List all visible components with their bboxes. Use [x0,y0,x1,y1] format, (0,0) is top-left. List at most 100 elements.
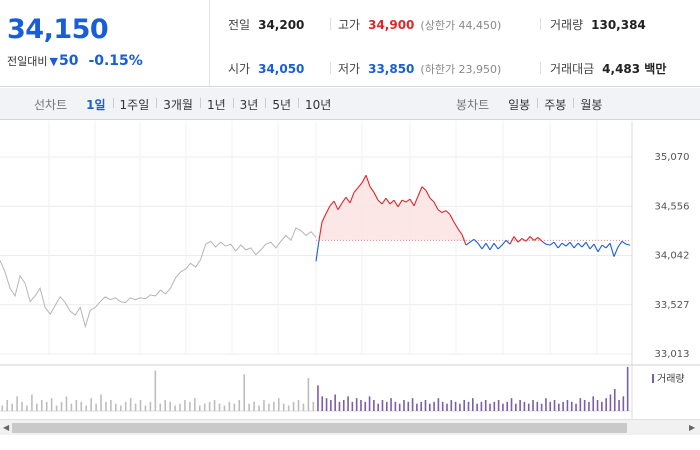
volume-bar-today [570,401,573,411]
scroll-left-icon[interactable]: ◀ [3,423,10,432]
today-series-segment [617,240,623,248]
volume-bar-prev [95,403,97,411]
volume-bar-today [394,401,397,411]
volume-bar-prev [85,405,88,411]
tab-1d[interactable]: 1일 [86,97,106,112]
volume-bar-prev [159,403,162,411]
volume-bar-today [497,400,500,411]
current-price-box: 34,150 전일대비 ▼ 50 -0.15% [0,0,210,86]
change-label: 전일대비 [7,55,48,68]
open-value: 34,050 [258,62,305,76]
volume-bar-today [575,403,577,411]
tab-3y[interactable]: 3년 [232,96,266,113]
volume-bar-prev [110,400,112,411]
today-series-segment [541,240,547,245]
volume-bar-today [398,403,401,411]
volume-bar-prev [213,400,216,411]
volume-bar-today [540,403,543,411]
volume-bar-prev [253,401,255,411]
volume-bar-prev [203,403,206,411]
chart-tab-bar: 선차트 1일 1주일 3개월 1년 3년 5년 10년 봉차트 일봉 주봉 월봉 [0,88,700,120]
volume-bar-today [583,400,586,411]
today-series-segment [385,197,391,205]
tab-1w[interactable]: 1주일 [112,96,157,113]
scroll-thumb[interactable] [12,423,627,433]
today-series-segment [557,242,563,249]
tab-5y[interactable]: 5년 [265,96,298,113]
volume-bar-prev [277,398,280,411]
volume-bar-prev [194,398,196,411]
volume-bar-prev [258,405,260,411]
today-series-segment [445,210,451,215]
today-series-segment [549,241,555,246]
volume-bar-today [532,400,534,411]
volume-bar-today [420,401,422,411]
volume-bar-prev [164,400,167,411]
volume-bar-today [403,400,405,411]
open-label: 시가 [228,62,251,76]
today-series-segment [481,242,487,250]
today-series-segment [429,197,435,203]
today-series-segment [565,241,571,247]
scroll-right-icon[interactable]: ▶ [689,423,696,432]
y-tick-label: 35,070 [655,152,690,163]
volume-bar-prev [40,400,43,411]
volume-bar-prev [302,403,305,411]
volume-legend-swatch [652,374,654,383]
horizontal-scrollbar[interactable]: ◀ ▶ [0,419,700,435]
volume-bar-today [467,401,470,411]
volume-bar-today [588,401,590,411]
volume-value: 130,384 [591,18,646,32]
today-series-segment [477,242,483,250]
volume-bar-today [364,401,367,411]
tab-1y[interactable]: 1년 [199,96,233,113]
volume-bar-today [613,389,616,411]
volume-bar-today [428,403,431,411]
volume-bar-today [347,396,349,411]
volume-bar-today [424,400,427,411]
volume-bar-prev [307,378,310,411]
volume-bar-today [493,401,496,411]
today-series-segment [437,209,443,213]
volume-bar-today [351,401,354,411]
volume-bar-prev [189,401,191,411]
volume-bar-today [523,401,526,411]
volume-bar-prev [119,405,122,411]
tab-daily[interactable]: 일봉 [508,97,531,112]
change-row: 전일대비 ▼ 50 -0.15% [7,53,143,69]
tab-3m[interactable]: 3개월 [156,96,200,113]
today-series-segment [329,200,335,207]
volume-bar-today [562,401,564,411]
change-amount: 50 [58,53,79,69]
volume-bar-today [454,401,457,411]
line-chart-tabs: 선차트 1일 1주일 3개월 1년 3년 5년 10년 [34,88,338,120]
today-series-segment [537,237,543,242]
today-series-segment [449,214,455,223]
volume-bar-today [381,400,384,411]
above-reference-fill [316,175,630,241]
today-series-segment [361,174,367,184]
today-series-segment [529,236,535,241]
volume-bar-prev [263,400,265,411]
change-percent: -0.15% [88,53,143,69]
divider [540,18,541,30]
y-axis-labels: 35,070 34,556 34,042 33,527 33,013 [655,152,690,360]
line-chart-title: 선차트 [34,97,68,112]
volume-bar-prev [36,403,38,411]
y-tick-label: 34,556 [655,201,690,212]
today-series-segment [577,242,583,248]
tab-monthly[interactable]: 월봉 [573,96,609,113]
volume-bar-today [368,396,371,411]
volume-bar-prev [105,401,107,411]
volume-bar-prev [243,374,246,411]
tab-10y[interactable]: 10년 [298,96,338,113]
today-series-segment [497,244,503,250]
today-series-segment [505,239,511,245]
high-item: 고가 34,900 (상한가 44,450) [338,16,501,33]
tab-weekly[interactable]: 주봉 [537,96,573,113]
lower-limit: (하한가 23,950) [420,63,502,76]
volume-bar-prev [233,403,236,411]
quote-summary: 34,150 전일대비 ▼ 50 -0.15% 전일 34,200 고가 34,… [0,0,700,87]
upper-limit: (상한가 44,450) [420,19,502,32]
